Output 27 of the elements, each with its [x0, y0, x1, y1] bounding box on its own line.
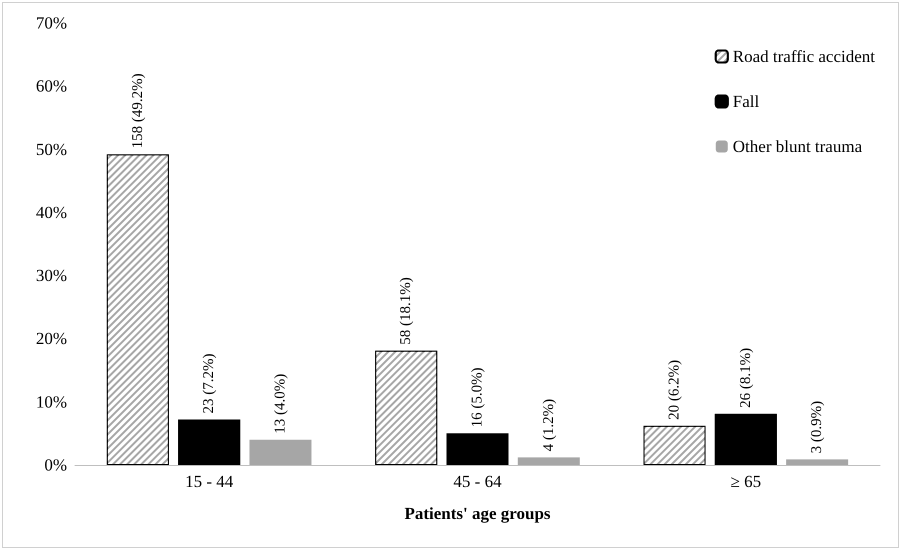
data-label: 23 (7.2%) — [201, 354, 218, 414]
bar — [518, 457, 580, 465]
x-tick-label: 15 - 44 — [185, 472, 234, 491]
x-axis-title: Patients' age groups — [404, 504, 551, 523]
y-tick-label: 10% — [36, 392, 67, 412]
data-label: 58 (18.1%) — [398, 277, 414, 345]
data-label: 13 (4.0%) — [272, 374, 288, 434]
legend-label: Road traffic accident — [732, 47, 876, 66]
y-tick-label: 60% — [36, 76, 67, 96]
y-tick-label: 70% — [36, 14, 67, 32]
data-label: 16 (5.0%) — [470, 367, 486, 428]
data-label: 20 (6.2%) — [666, 360, 683, 420]
legend-label: Other blunt trauma — [732, 137, 863, 156]
y-tick-label: 40% — [36, 202, 67, 222]
y-tick-label: 20% — [36, 329, 67, 348]
x-tick-label: ≥ 65 — [730, 472, 762, 491]
data-label: 4 (1.2%) — [540, 398, 557, 452]
data-label: 3 (0.9%) — [809, 400, 826, 454]
x-tick-label: 45 - 64 — [453, 472, 502, 491]
bar — [249, 440, 312, 465]
legend-label: Fall — [732, 92, 760, 111]
data-label: 26 (8.1%) — [738, 348, 754, 408]
y-tick-label: 50% — [36, 140, 67, 159]
y-tick-label: 0% — [44, 456, 67, 474]
data-label: 158 (49.2%) — [130, 73, 146, 148]
bar — [786, 459, 848, 465]
y-tick-label: 30% — [36, 266, 67, 286]
